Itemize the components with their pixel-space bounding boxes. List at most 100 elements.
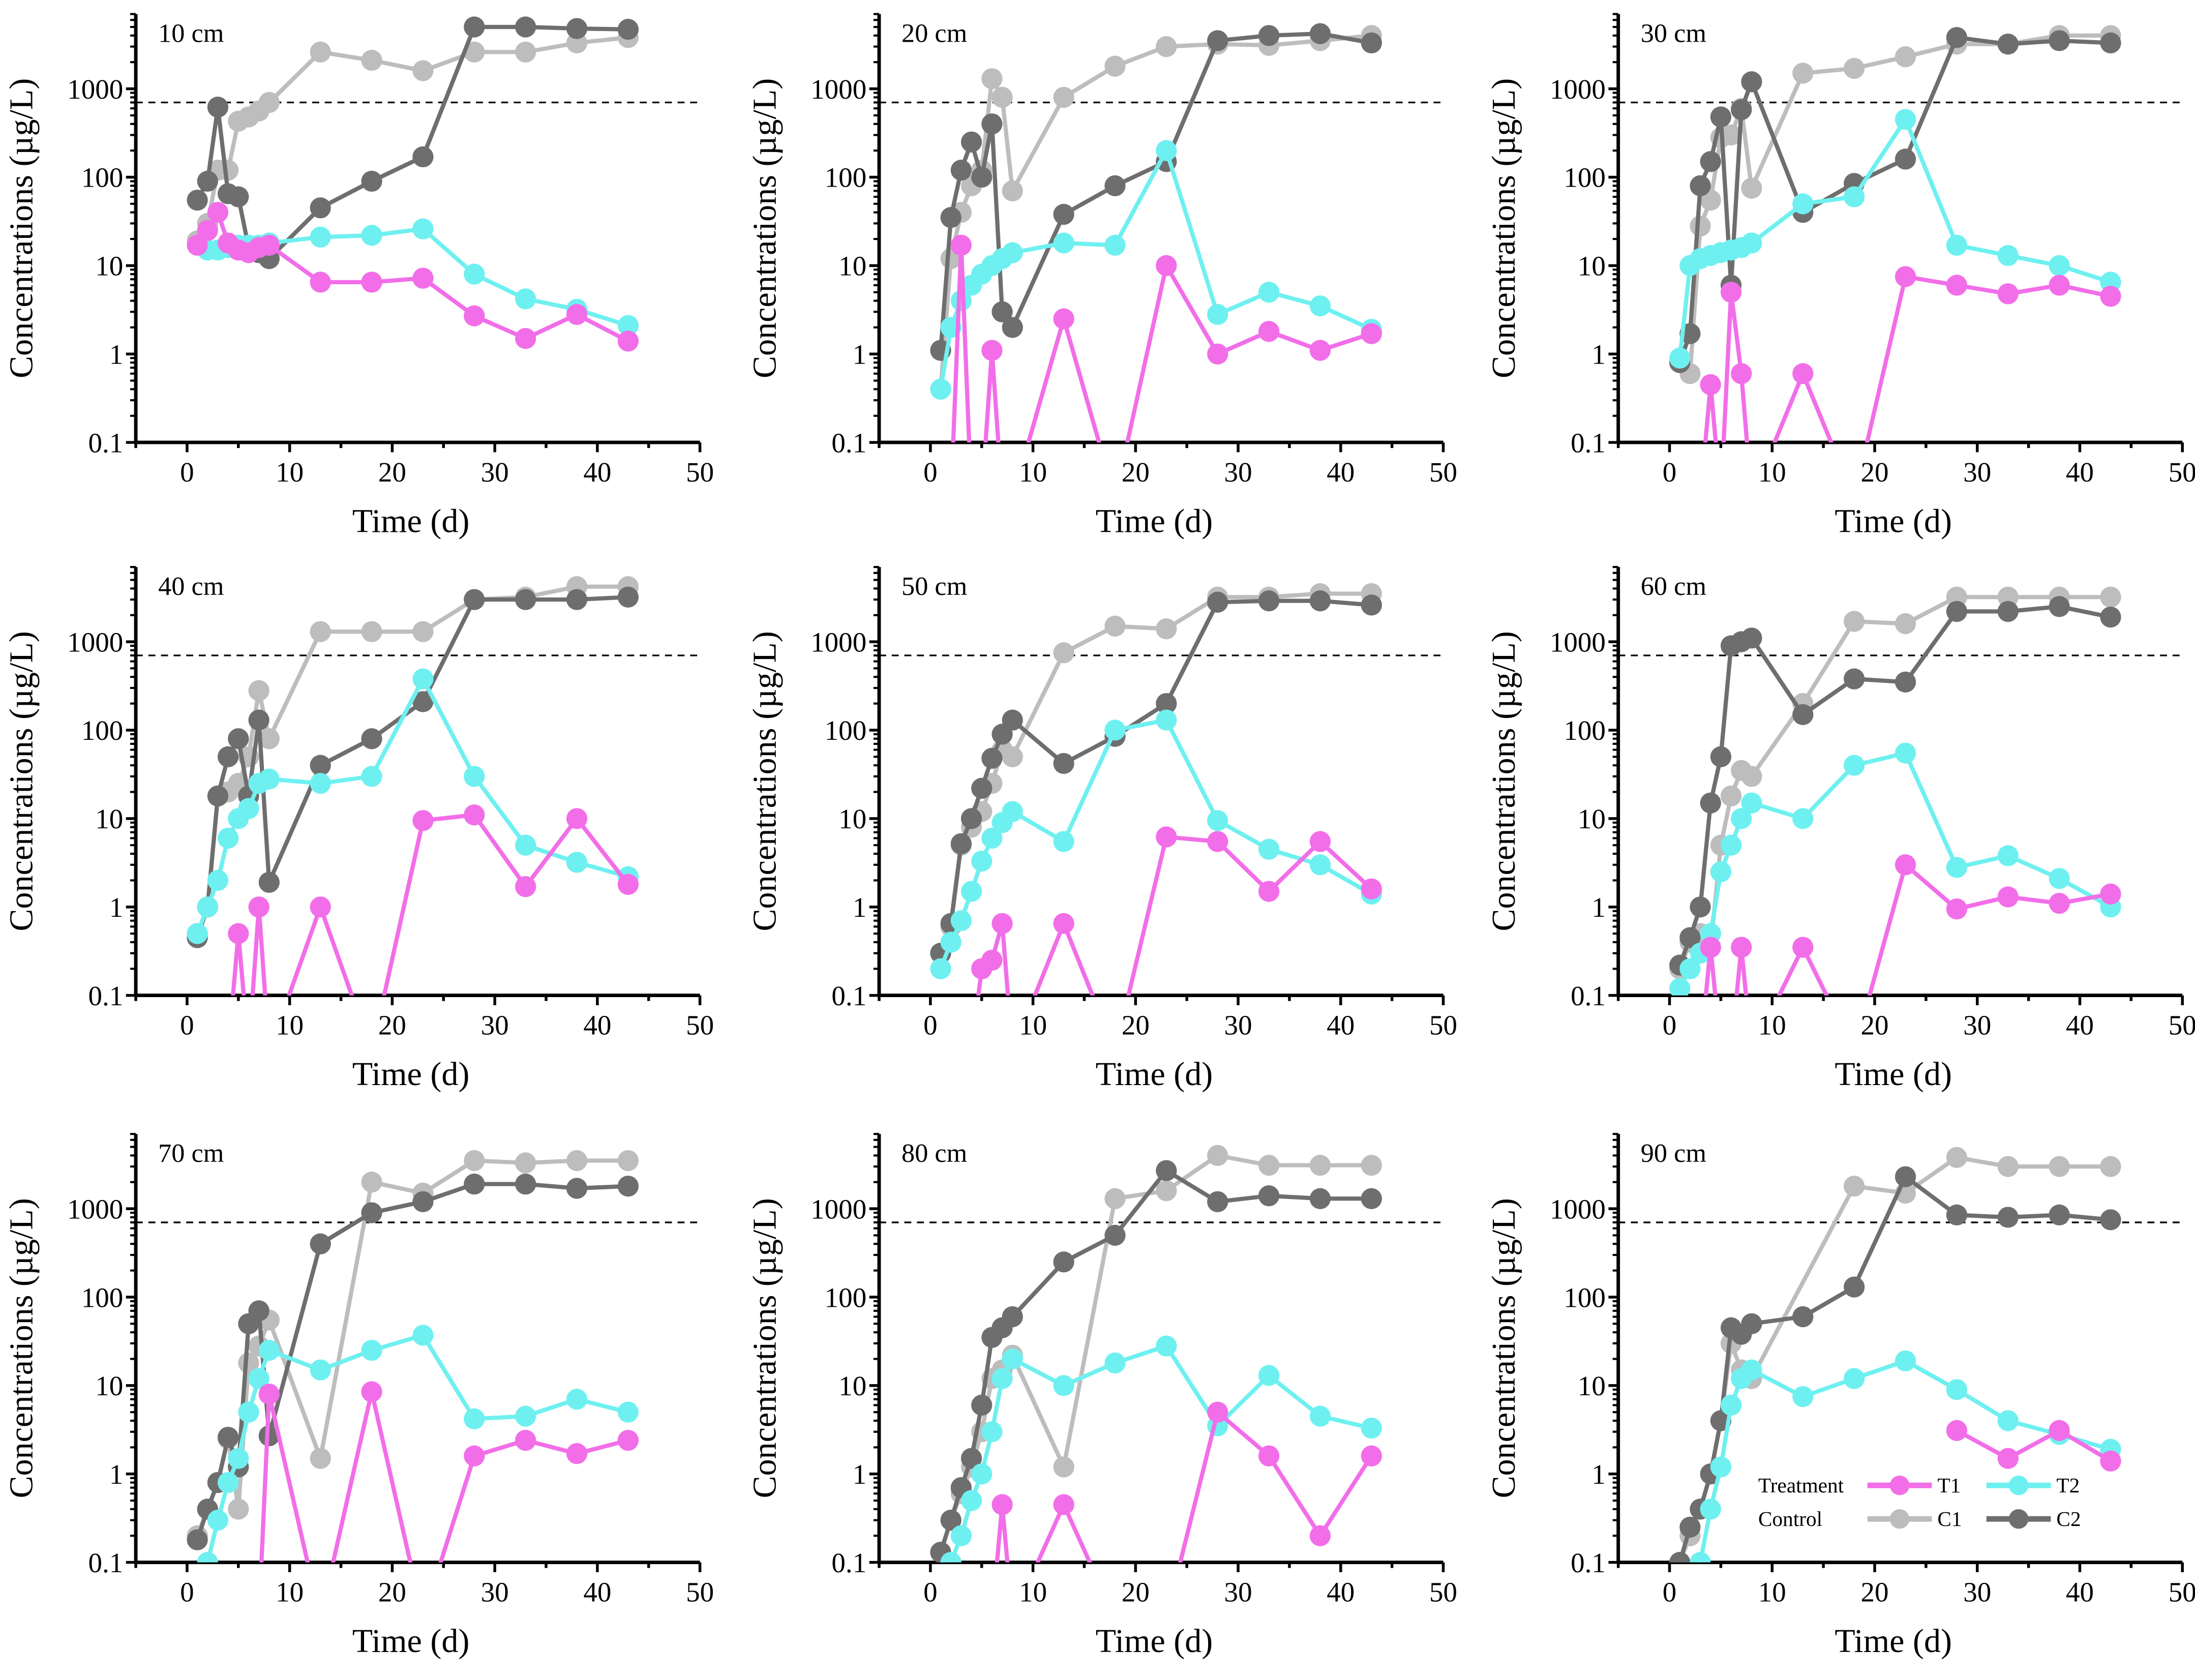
x-axis-title: Time (d) <box>1835 502 1952 539</box>
data-point-C2 <box>1690 896 1711 918</box>
plot-area <box>1669 25 2121 443</box>
x-axis-title: Time (d) <box>1096 502 1213 539</box>
data-point-T2 <box>1741 792 1762 814</box>
y-tick-label: 1000 <box>1550 1193 1606 1224</box>
data-point-T2 <box>515 1405 536 1427</box>
data-point-C2 <box>412 1191 434 1212</box>
data-point-T2 <box>1844 1368 1865 1389</box>
data-point-T1 <box>566 1443 588 1464</box>
x-tick-label: 30 <box>1224 1010 1252 1041</box>
data-point-T2 <box>258 1340 280 1361</box>
data-point-C2 <box>228 186 249 207</box>
y-tick-label: 1000 <box>1550 626 1606 657</box>
data-point-C1 <box>1104 1188 1126 1209</box>
plot-area <box>187 576 639 996</box>
data-point-T1 <box>361 1381 382 1402</box>
y-tick-label: 1 <box>109 892 124 923</box>
x-tick-label: 0 <box>1663 1010 1677 1041</box>
data-point-C2 <box>1700 792 1721 814</box>
x-axis-title: Time (d) <box>1096 1056 1213 1093</box>
data-point-C1 <box>1844 611 1865 632</box>
panel-label: 90 cm <box>1641 1138 1706 1168</box>
data-point-C2 <box>412 146 434 168</box>
x-tick-label: 40 <box>2066 1010 2094 1041</box>
data-point-C2 <box>1741 1313 1762 1334</box>
data-point-C1 <box>310 41 331 63</box>
x-tick-label: 10 <box>1019 457 1047 488</box>
x-tick-label: 40 <box>583 1577 611 1608</box>
data-point-T1 <box>991 1494 1013 1515</box>
data-point-T1 <box>1053 913 1074 934</box>
x-tick-label: 30 <box>1224 1577 1252 1608</box>
data-point-C2 <box>1710 746 1732 767</box>
data-point-T2 <box>1002 242 1023 263</box>
series-line-C1 <box>939 591 1372 954</box>
y-tick-label: 100 <box>1563 162 1606 193</box>
data-point-C2 <box>950 833 972 854</box>
data-point-C2 <box>1669 1552 1691 1563</box>
x-tick-label: 40 <box>2066 457 2094 488</box>
data-point-T1 <box>1731 937 1752 958</box>
data-point-C2 <box>991 301 1013 322</box>
data-point-T2 <box>1156 140 1177 161</box>
data-point-C1 <box>1792 63 1814 84</box>
data-point-C2 <box>515 16 536 38</box>
data-point-T2 <box>1710 1456 1732 1478</box>
data-point-T1 <box>1700 937 1721 958</box>
x-tick-label: 0 <box>923 1010 938 1041</box>
x-tick-label: 50 <box>686 457 714 488</box>
data-point-C2 <box>2049 1204 2070 1226</box>
data-point-C1 <box>258 728 280 749</box>
x-tick-label: 50 <box>686 1577 714 1608</box>
data-point-T2 <box>950 290 972 312</box>
data-point-T2 <box>207 1510 229 1531</box>
data-point-C2 <box>197 170 218 192</box>
panel-label: 10 cm <box>158 19 224 48</box>
data-point-C2 <box>1946 1204 1968 1226</box>
x-tick-label: 0 <box>1663 457 1677 488</box>
data-point-C2 <box>1997 34 2019 55</box>
x-tick-label: 30 <box>481 457 509 488</box>
series-line-T1 <box>976 834 1373 996</box>
data-point-C2 <box>361 728 382 749</box>
y-tick-label: 1 <box>1591 339 1606 370</box>
data-point-T2 <box>1104 719 1126 741</box>
data-point-C2 <box>1053 1251 1074 1273</box>
data-point-C1 <box>1002 746 1023 767</box>
data-point-C2 <box>1946 601 1968 622</box>
data-point-T1 <box>258 1384 280 1405</box>
data-point-T2 <box>412 1325 434 1346</box>
series-line-T1 <box>231 813 630 996</box>
panel-label: 20 cm <box>901 19 967 48</box>
data-point-C1 <box>617 1150 639 1172</box>
data-point-T1 <box>1720 282 1742 303</box>
x-tick-label: 20 <box>378 1010 406 1041</box>
y-tick-label: 10 <box>95 251 123 282</box>
data-point-T1 <box>1895 266 1916 287</box>
y-tick-label: 10 <box>838 803 866 834</box>
y-tick-label: 10 <box>1578 1370 1606 1401</box>
data-point-C1 <box>566 32 588 54</box>
data-point-T1 <box>412 267 434 289</box>
data-point-T2 <box>617 1401 639 1423</box>
x-axis-title: Time (d) <box>1096 1623 1213 1660</box>
data-point-C1 <box>258 92 280 113</box>
x-tick-label: 0 <box>1663 1577 1677 1608</box>
data-point-C1 <box>1741 177 1762 199</box>
data-point-C1 <box>412 60 434 81</box>
x-tick-label: 0 <box>923 457 938 488</box>
data-point-C2 <box>1156 693 1177 714</box>
data-point-T1 <box>1309 831 1331 852</box>
data-point-T1 <box>566 304 588 325</box>
data-point-C2 <box>1309 23 1331 44</box>
y-axis-title: Concentrations (µg/L) <box>746 78 783 378</box>
data-point-C1 <box>2100 1156 2121 1177</box>
data-point-C1 <box>1156 618 1177 640</box>
data-point-C2 <box>1844 668 1865 689</box>
panel-40cm: 0.1 1 10 100 1000 0 10 20 30 40 50 Time (d) Concentr… <box>3 566 714 1093</box>
data-point-C2 <box>310 1233 331 1254</box>
x-tick-label: 30 <box>481 1577 509 1608</box>
data-point-T2 <box>187 923 208 944</box>
data-point-C2 <box>207 785 229 807</box>
data-point-C2 <box>940 1510 961 1531</box>
